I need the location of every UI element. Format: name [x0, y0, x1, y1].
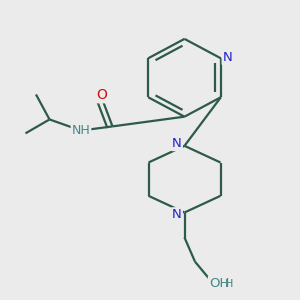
Text: NH: NH	[72, 124, 90, 137]
Text: N: N	[223, 51, 232, 64]
Text: N: N	[172, 137, 182, 150]
Text: O: O	[97, 88, 107, 102]
Text: N: N	[172, 208, 182, 221]
Text: OH: OH	[209, 277, 229, 290]
Text: H: H	[225, 279, 234, 290]
